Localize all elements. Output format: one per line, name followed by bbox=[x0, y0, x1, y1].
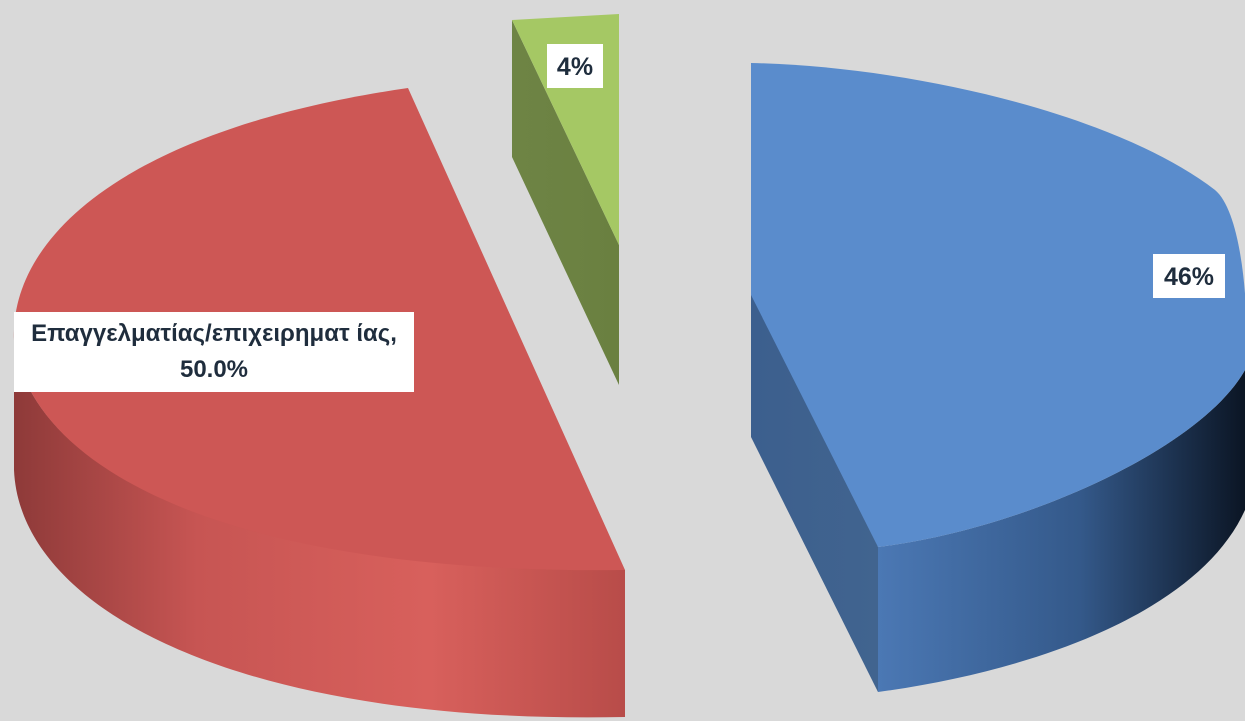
data-label-green: 4% bbox=[547, 44, 603, 88]
data-label-blue: 46% bbox=[1153, 254, 1225, 298]
pie-slice-green-cut-face bbox=[512, 20, 619, 385]
pie-slice-red-side bbox=[14, 340, 625, 718]
pie-slice-blue-side bbox=[878, 370, 1245, 692]
pie-slice-blue-top bbox=[751, 63, 1245, 547]
pie-slice-blue bbox=[751, 63, 1245, 692]
data-label-red: Επαγγελματίας/επιχειρηματ ίας, 50.0% bbox=[14, 312, 414, 392]
